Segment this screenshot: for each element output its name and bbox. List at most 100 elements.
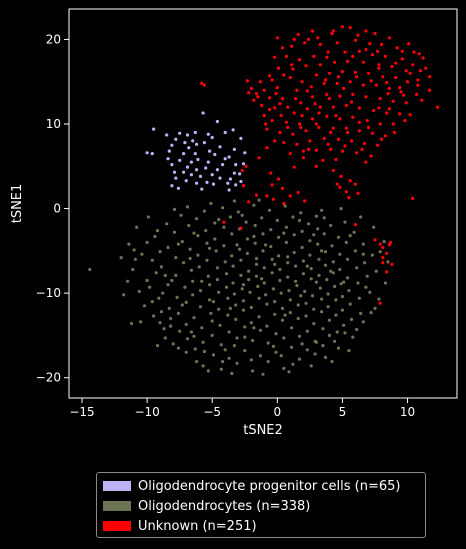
point-oligodendrocyte: [252, 203, 256, 207]
point-oligodendrocyte: [292, 233, 296, 237]
point-oligodendrocyte: [364, 285, 368, 289]
point-unknown: [256, 95, 260, 99]
point-opc: [172, 170, 177, 174]
point-unknown: [383, 54, 387, 59]
point-oligodendrocyte: [202, 209, 206, 213]
point-unknown: [351, 54, 355, 59]
point-oligodendrocyte: [249, 321, 253, 325]
point-unknown: [416, 78, 420, 82]
point-unknown: [385, 251, 389, 255]
point-oligodendrocyte: [286, 255, 290, 259]
point-oligodendrocyte: [258, 328, 262, 332]
point-opc: [195, 142, 199, 146]
point-opc: [178, 158, 182, 162]
point-oligodendrocyte: [238, 247, 242, 251]
point-unknown: [357, 49, 361, 53]
point-oligodendrocyte: [277, 235, 281, 239]
point-oligodendrocyte: [208, 283, 212, 287]
point-oligodendrocyte: [270, 271, 274, 275]
point-oligodendrocyte: [133, 257, 137, 261]
point-oligodendrocyte: [322, 216, 326, 220]
point-oligodendrocyte: [300, 245, 304, 250]
point-oligodendrocyte: [359, 311, 363, 315]
point-opc: [200, 187, 204, 191]
point-oligodendrocyte: [230, 232, 234, 236]
legend-entry-opc: Oligodendrocyte progenitor cells (n=65): [103, 476, 425, 496]
point-oligodendrocyte: [323, 250, 328, 254]
point-oligodendrocyte: [175, 295, 179, 299]
point-unknown: [296, 32, 300, 37]
point-unknown: [317, 125, 321, 129]
point-oligodendrocyte: [180, 303, 184, 307]
point-unknown: [363, 141, 367, 146]
point-oligodendrocyte: [201, 364, 205, 368]
point-oligodendrocyte: [192, 334, 196, 338]
point-opc: [232, 171, 236, 175]
point-oligodendrocyte: [166, 245, 170, 250]
point-oligodendrocyte: [300, 342, 304, 346]
point-unknown: [389, 240, 393, 244]
point-oligodendrocyte: [223, 260, 227, 264]
point-oligodendrocyte: [218, 323, 222, 327]
point-oligodendrocyte: [336, 235, 341, 239]
point-opc: [196, 157, 200, 162]
point-oligodendrocyte: [131, 267, 135, 272]
point-oligodendrocyte: [252, 326, 256, 330]
point-oligodendrocyte: [169, 324, 173, 328]
point-oligodendrocyte: [251, 369, 255, 373]
point-oligodendrocyte: [189, 330, 193, 334]
point-unknown: [252, 98, 256, 102]
point-unknown: [271, 197, 275, 201]
point-oligodendrocyte: [227, 356, 231, 360]
point-unknown: [378, 242, 382, 246]
point-unknown: [329, 147, 333, 151]
legend: Oligodendrocyte progenitor cells (n=65) …: [96, 472, 426, 538]
point-oligodendrocyte: [245, 237, 249, 241]
point-opc: [182, 170, 186, 174]
point-unknown: [387, 243, 391, 247]
point-oligodendrocyte: [206, 369, 210, 373]
point-unknown: [391, 122, 395, 126]
point-unknown: [318, 42, 322, 47]
point-opc: [178, 131, 182, 135]
point-unknown: [278, 130, 282, 135]
point-unknown: [265, 146, 269, 150]
point-unknown: [381, 261, 385, 265]
point-oligodendrocyte: [228, 306, 232, 310]
point-oligodendrocyte: [188, 247, 192, 251]
point-unknown: [335, 182, 339, 186]
point-unknown: [385, 270, 389, 274]
point-unknown: [303, 199, 307, 203]
point-unknown: [364, 160, 368, 164]
x-tick-label: 10: [400, 405, 415, 419]
point-oligodendrocyte: [185, 205, 190, 209]
point-unknown: [331, 105, 335, 109]
point-oligodendrocyte: [180, 240, 184, 244]
point-oligodendrocyte: [163, 273, 167, 277]
point-unknown: [304, 129, 308, 133]
point-opc: [191, 139, 195, 143]
point-unknown: [357, 120, 361, 124]
point-oligodendrocyte: [284, 240, 288, 244]
point-oligodendrocyte: [347, 349, 351, 353]
point-oligodendrocyte: [213, 237, 217, 241]
y-tick-label: −20: [36, 371, 61, 385]
point-unknown: [355, 75, 359, 79]
point-unknown: [342, 86, 346, 91]
point-unknown: [348, 26, 352, 30]
point-unknown: [346, 59, 350, 64]
point-unknown: [264, 122, 268, 126]
point-oligodendrocyte: [274, 332, 278, 336]
point-oligodendrocyte: [205, 241, 209, 245]
point-oligodendrocyte: [309, 277, 313, 281]
point-oligodendrocyte: [278, 278, 282, 283]
point-oligodendrocyte: [214, 249, 218, 253]
point-unknown: [290, 63, 294, 67]
point-oligodendrocyte: [235, 336, 239, 340]
point-unknown: [291, 132, 295, 136]
point-oligodendrocyte: [167, 306, 171, 310]
point-oligodendrocyte: [247, 278, 251, 282]
point-unknown: [400, 57, 404, 61]
point-oligodendrocyte: [162, 327, 166, 331]
point-opc: [227, 188, 231, 192]
